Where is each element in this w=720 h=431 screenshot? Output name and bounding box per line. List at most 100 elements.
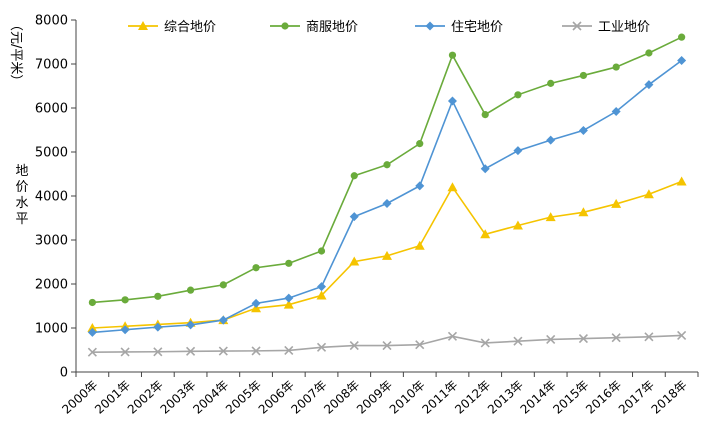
data-point [87, 323, 98, 332]
data-point [645, 49, 653, 57]
series-2 [88, 33, 686, 307]
data-point [416, 140, 424, 148]
x-tick-label: 2006年 [256, 378, 297, 417]
data-point [349, 341, 359, 351]
data-point [480, 338, 490, 348]
x-tick-label: 2015年 [550, 378, 591, 417]
data-point [678, 33, 686, 41]
data-point [87, 347, 97, 357]
x-tick-label: 2017年 [616, 378, 657, 417]
series-layer [87, 33, 687, 357]
y-tick-label: 1000 [35, 322, 68, 337]
legend-marker [281, 22, 289, 30]
y-tick-label: 0 [60, 366, 68, 381]
data-point [349, 212, 359, 222]
legend: 综合地价 商服地价 住宅地价 工业地价 [128, 20, 650, 35]
data-point [316, 342, 327, 352]
data-point [219, 281, 227, 289]
data-point [251, 346, 261, 356]
data-point [121, 296, 129, 304]
y-tick-label: 2000 [35, 278, 68, 293]
x-tick-label: 2010年 [387, 378, 428, 417]
legend-label: 商服地价 [306, 20, 358, 35]
data-point [481, 111, 489, 119]
legend-label: 住宅地价 [451, 20, 503, 35]
x-tick-label: 2016年 [583, 378, 624, 417]
data-point [382, 198, 392, 208]
x-tick-label: 2003年 [158, 378, 199, 417]
data-point [447, 331, 458, 341]
legend-marker [572, 21, 582, 31]
data-point [578, 125, 588, 135]
data-point [218, 315, 228, 325]
legend-label: 工业地价 [598, 20, 650, 35]
y-tick-label: 3000 [35, 234, 68, 249]
data-point [512, 220, 523, 230]
x-tick-label: 2002年 [125, 378, 166, 417]
y-axis-title-text: 地价水平 [15, 164, 28, 227]
series-3 [87, 55, 687, 337]
x-tick-label: 2004年 [190, 378, 231, 417]
data-point [120, 347, 130, 357]
x-tick-label: 2005年 [223, 378, 264, 417]
data-point [676, 176, 687, 186]
data-point [415, 340, 425, 350]
x-tick-label: 2009年 [354, 378, 395, 417]
data-point [611, 333, 621, 343]
data-point [153, 347, 163, 357]
legend-item-4: 工业地价 [562, 20, 650, 35]
data-point [251, 298, 261, 308]
data-point [88, 298, 96, 307]
data-point [677, 55, 687, 65]
x-tick-label: 2013年 [485, 378, 526, 417]
data-point [611, 198, 622, 208]
data-point [154, 292, 162, 300]
data-point [120, 325, 130, 335]
data-point [350, 172, 358, 180]
data-point [480, 229, 491, 239]
x-tick-label: 2008年 [321, 378, 362, 417]
data-point [547, 79, 555, 87]
y-tick-label: 6000 [35, 102, 68, 117]
data-point [186, 320, 196, 330]
data-point [317, 282, 327, 292]
data-point [448, 51, 457, 59]
y-tick-labels: 0 1000 2000 3000 4000 5000 6000 7000 8000 [35, 14, 68, 381]
data-point [414, 240, 425, 250]
legend-item-1: 综合地价 [128, 20, 216, 35]
legend-item-3: 住宅地价 [415, 20, 503, 35]
data-point [285, 259, 293, 267]
data-point [612, 63, 620, 71]
x-tick-label: 2000年 [59, 378, 100, 417]
data-point [382, 250, 392, 260]
legend-item-2: 商服地价 [270, 20, 358, 35]
x-tick-label: 2007年 [289, 378, 330, 417]
data-point [186, 286, 195, 294]
data-point [578, 333, 588, 344]
y-axis-title: 地价水平 [15, 164, 28, 227]
data-point [643, 189, 654, 199]
data-point [316, 290, 327, 300]
data-point [252, 264, 260, 272]
x-tick-label: 2001年 [92, 378, 133, 417]
data-point [611, 107, 621, 117]
y-axis-unit: （元/平米） [8, 18, 23, 87]
y-tick-label: 5000 [35, 146, 68, 161]
data-point [284, 293, 294, 303]
x-tick-label: 2018年 [649, 378, 690, 417]
data-point [218, 346, 228, 356]
data-point [284, 345, 294, 356]
legend-marker [425, 21, 435, 31]
y-tick-label: 8000 [35, 14, 68, 29]
data-point [644, 332, 654, 342]
data-point [513, 336, 523, 346]
x-tick-label: 2014年 [518, 378, 559, 417]
y-tick-label: 7000 [35, 58, 68, 73]
x-tick-labels: 2000年2001年2002年2003年2004年2005年2006年2007年… [59, 378, 689, 417]
legend-marker [138, 21, 148, 30]
y-tick-label: 4000 [35, 190, 68, 205]
data-point [677, 330, 687, 341]
data-point [480, 164, 490, 174]
x-tick-label: 2012年 [452, 378, 493, 417]
